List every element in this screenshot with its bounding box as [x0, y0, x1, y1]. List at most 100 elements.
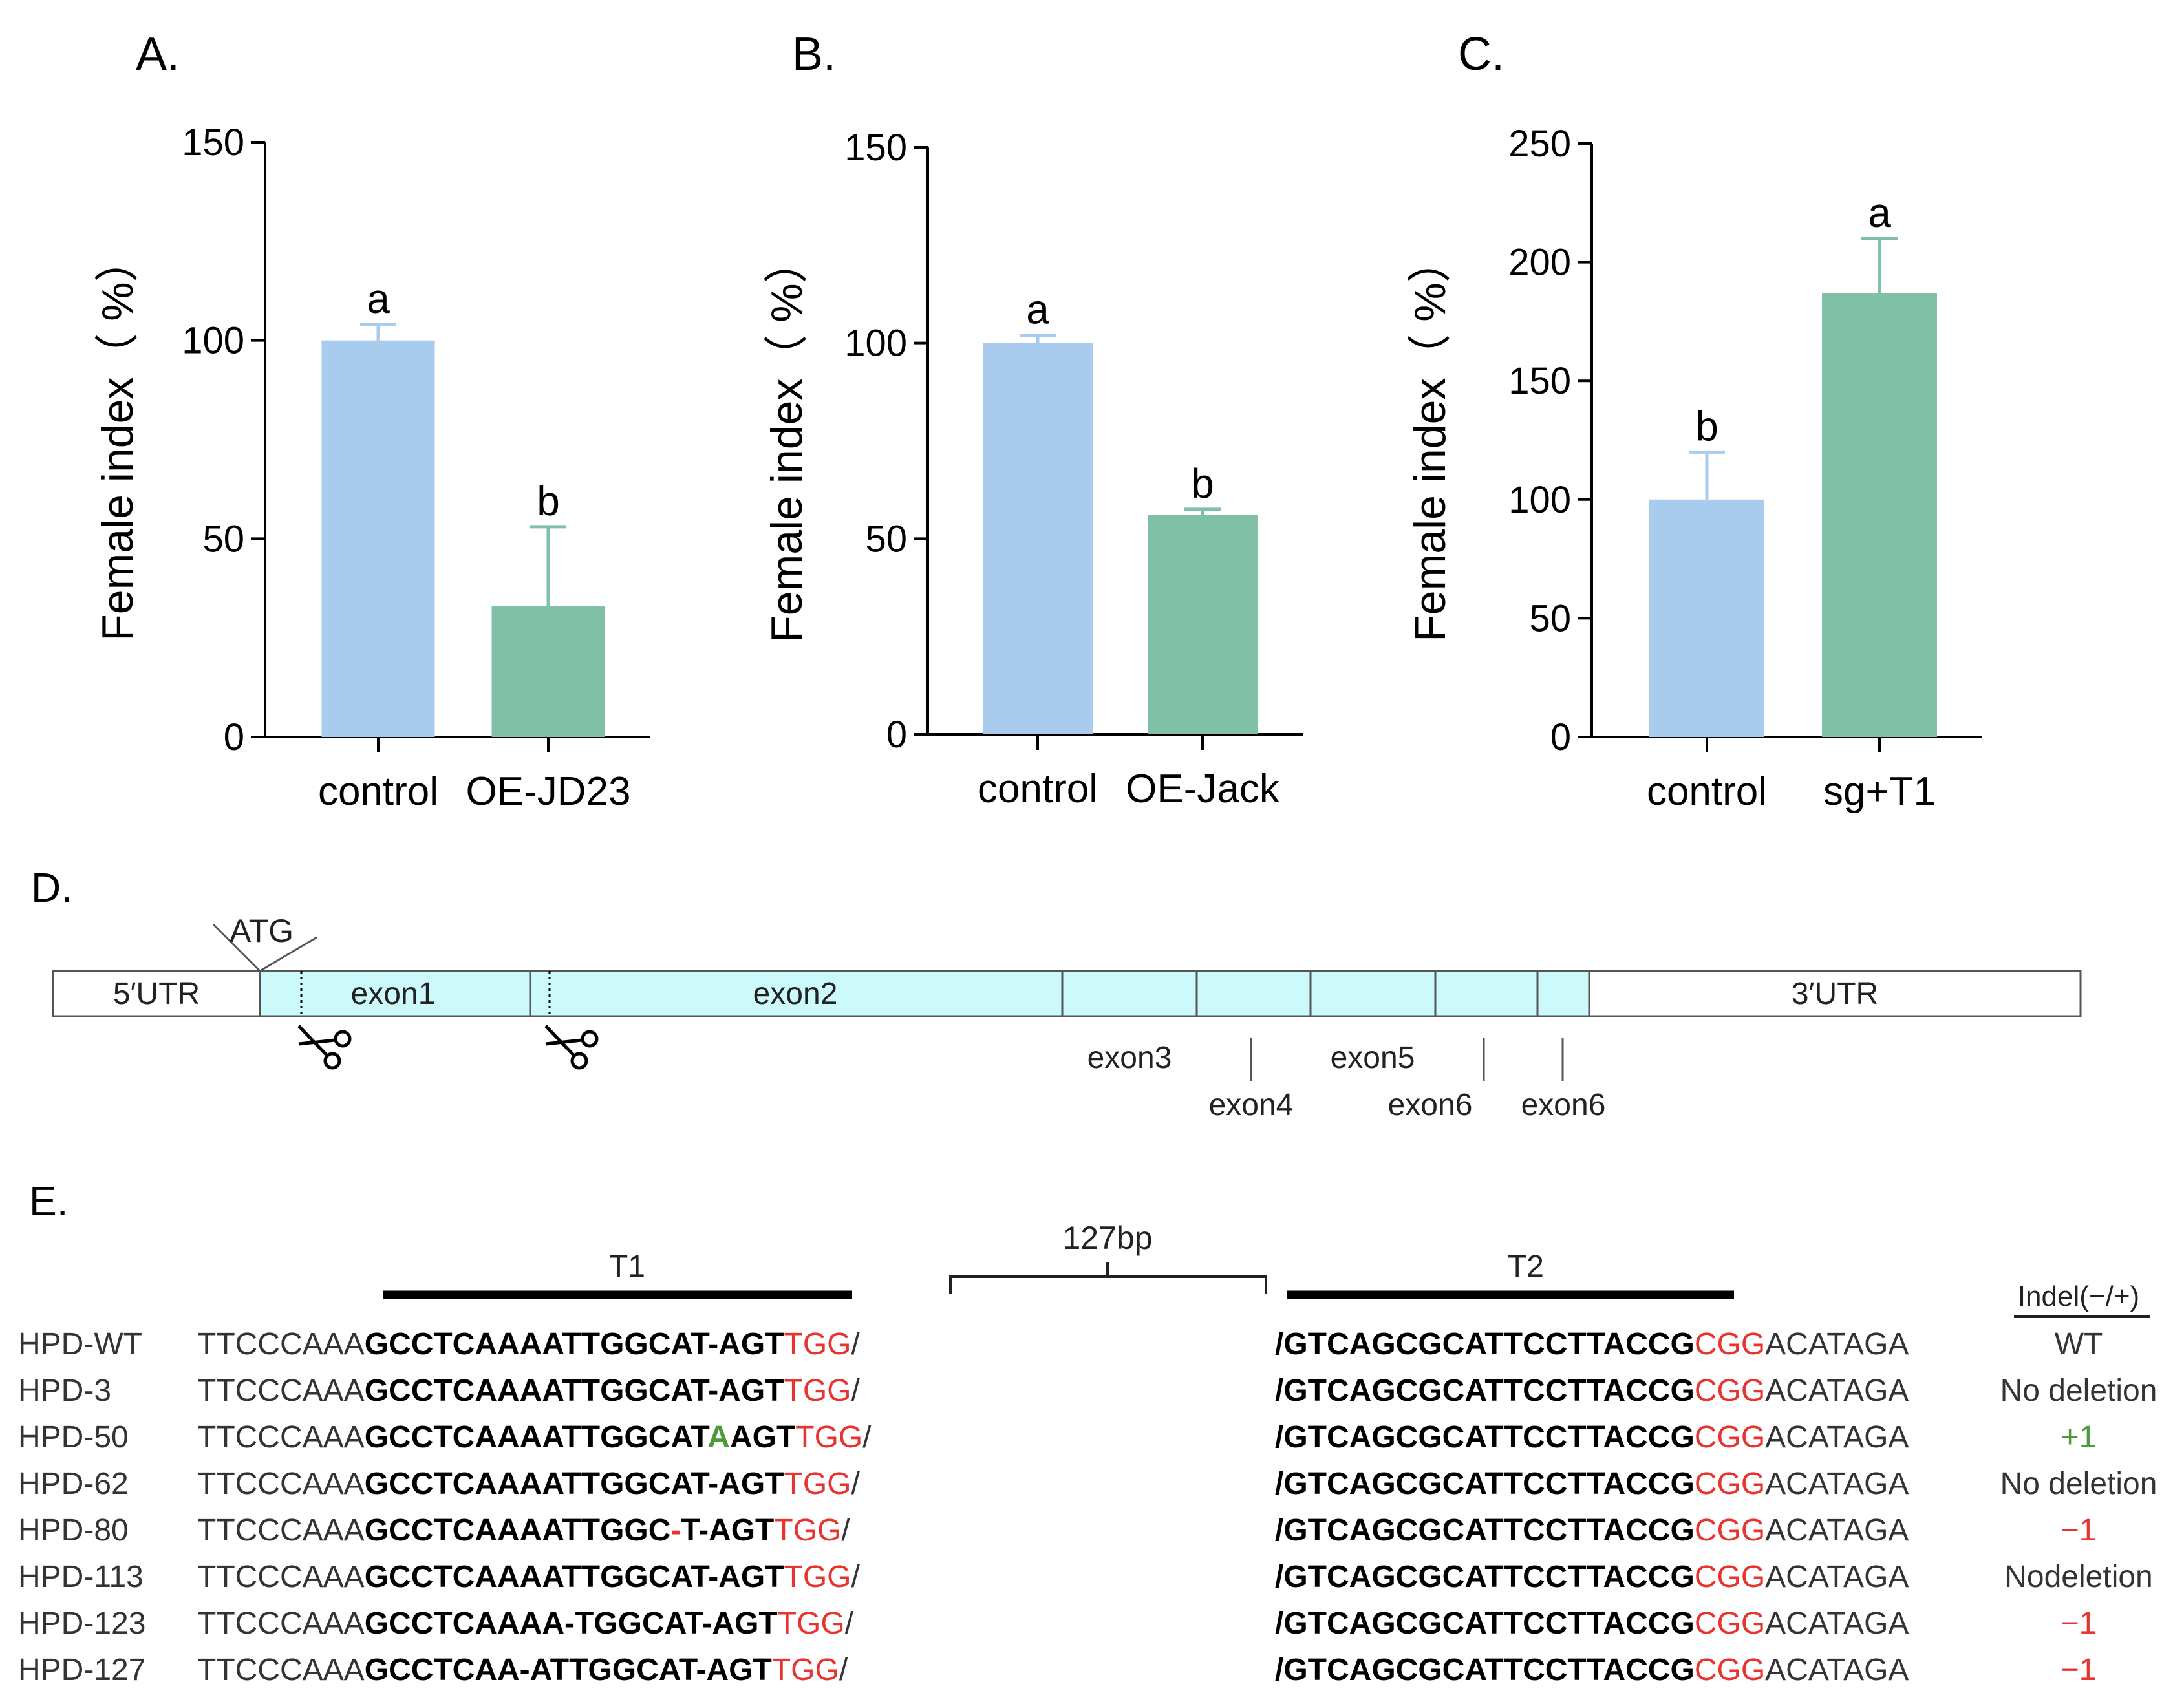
y-tick-label: 50 — [865, 518, 907, 560]
exon3-label: exon3 — [1087, 1041, 1172, 1075]
exon5-label: exon5 — [1331, 1041, 1415, 1075]
sequence-segment: CGG — [1695, 1513, 1765, 1548]
sequence-segment: GCCTCAAAATTGGCAT — [365, 1560, 710, 1594]
sequence-segment: CGG — [1695, 1467, 1765, 1501]
sequence-segment: TTCCCAAA — [197, 1653, 365, 1687]
row-name: HPD-113 — [18, 1560, 144, 1594]
sequence-segment: ACATAGA — [1765, 1653, 1909, 1687]
sequence-segment: / — [851, 1560, 861, 1594]
bar-sg+T1 — [1822, 293, 1937, 737]
sequence-segment: TGG — [795, 1420, 862, 1454]
indel-value: Nodeletion — [2004, 1560, 2153, 1594]
sequence-t1: TTCCCAAAGCCTCAAAA-TGGCAT-AGTTGG/ — [197, 1606, 854, 1641]
sequence-segment: / — [1275, 1606, 1283, 1641]
utr5-box — [52, 970, 261, 1017]
sequence-segment: TGG — [772, 1653, 839, 1687]
sequence-segment: CGG — [1695, 1560, 1765, 1594]
x-tick-label: OE-Jack — [1126, 767, 1280, 811]
sequence-segment: AGT — [718, 1327, 784, 1361]
bar-OE-Jack — [1148, 515, 1258, 734]
sequence-segment: GTCAGCGCATTCCTTACCG — [1283, 1606, 1694, 1641]
sequence-segment: TGG — [778, 1606, 845, 1641]
sequence-t2: /GTCAGCGCATTCCTTACCGCGGACATAGA — [1275, 1327, 1909, 1361]
bar-OE-JD23 — [491, 606, 605, 737]
x-tick-label: control — [318, 769, 438, 814]
utr3-label: 3′UTR — [1792, 977, 1878, 1011]
y-tick-label: 50 — [1529, 597, 1571, 639]
y-tick-label: 0 — [1550, 716, 1571, 758]
y-tick-label: 200 — [1508, 242, 1571, 284]
atg-line-left — [212, 923, 261, 972]
sequence-segment: / — [1275, 1327, 1283, 1361]
sequence-segment: TGGCAT-AGT — [575, 1606, 778, 1641]
sequence-segment: / — [862, 1420, 872, 1454]
exon6a-box — [1434, 970, 1539, 1017]
sequence-t1: TTCCCAAAGCCTCAAAATTGGCAT-AGTTGG/ — [197, 1560, 861, 1594]
sequence-segment: TGG — [784, 1374, 851, 1408]
significance-label: b — [1695, 403, 1718, 449]
t1-label: T1 — [609, 1250, 645, 1284]
indel-value: −1 — [2061, 1513, 2097, 1548]
y-axis-title: Female index（ %） — [762, 239, 811, 643]
gene-structure — [52, 923, 2082, 1081]
exon1-label: exon1 — [351, 977, 436, 1011]
sequence-segment: / — [839, 1653, 848, 1687]
sequence-segment: ACATAGA — [1765, 1420, 1909, 1454]
sequence-segment: A — [707, 1420, 730, 1454]
x-tick-label: sg+T1 — [1823, 769, 1936, 814]
sequence-segment: / — [1275, 1560, 1283, 1594]
sequence-segment: TTCCCAAA — [197, 1374, 365, 1408]
gap-brace — [949, 1262, 1267, 1294]
sequence-segment: TTCCCAAA — [197, 1420, 365, 1454]
bar-control — [983, 343, 1093, 734]
significance-label: b — [537, 478, 560, 524]
sequence-t1: TTCCCAAAGCCTCAA-ATTGGCAT-AGTTGG/ — [197, 1653, 848, 1687]
row-name: HPD-123 — [18, 1606, 145, 1641]
sequence-segment: AGT — [718, 1560, 784, 1594]
x-tick-label: control — [1647, 769, 1767, 814]
panel-label-b: B. — [792, 28, 836, 80]
row-name: HPD-WT — [18, 1327, 142, 1361]
sequence-segment: GCCTCAAAATTGGCAT — [365, 1467, 710, 1501]
sequence-segment: - — [708, 1467, 718, 1501]
significance-label: a — [367, 275, 390, 322]
sequence-segment: AGT — [718, 1374, 784, 1408]
sequence-segment: GCCTCAAAATTGGCAT — [365, 1374, 710, 1408]
sequence-segment: TGG — [784, 1467, 851, 1501]
sequence-segment: - — [520, 1653, 530, 1687]
sequence-segment: - — [670, 1513, 681, 1548]
exon4-box — [1195, 970, 1312, 1017]
scissors-icon — [297, 1025, 352, 1070]
row-name: HPD-50 — [18, 1420, 129, 1454]
sequence-segment: T-AGT — [681, 1513, 774, 1548]
sequence-t1: TTCCCAAAGCCTCAAAATTGGC-T-AGTTGG/ — [197, 1513, 850, 1548]
gap-label: 127bp — [1062, 1220, 1152, 1256]
sequence-segment: ACATAGA — [1765, 1513, 1909, 1548]
y-tick-label: 100 — [844, 323, 907, 365]
exon3-box — [1061, 970, 1198, 1017]
scissors-icon — [544, 1025, 599, 1070]
sequence-t2: /GTCAGCGCATTCCTTACCGCGGACATAGA — [1275, 1513, 1909, 1548]
exon6a-label: exon6 — [1388, 1088, 1473, 1122]
sequence-segment: TTCCCAAA — [197, 1606, 365, 1641]
exon2-box — [529, 970, 1064, 1017]
x-tick-label: OE-JD23 — [466, 769, 631, 814]
sequence-segment: CGG — [1695, 1374, 1765, 1408]
sequence-segment: GTCAGCGCATTCCTTACCG — [1283, 1467, 1694, 1501]
bar-control — [1649, 499, 1764, 737]
indel-value: No deletion — [2000, 1467, 2157, 1501]
alignment-table: HPD-WT TTCCCAAAGCCTCAAAATTGGCAT-AGTTGG//G… — [18, 1327, 2157, 1687]
panel-label-d: D. — [31, 864, 72, 911]
y-axis-title: Female index（ %） — [93, 238, 142, 641]
indel-value: −1 — [2061, 1606, 2097, 1641]
sequence-segment: / — [845, 1606, 854, 1641]
sequence-segment: ACATAGA — [1765, 1327, 1909, 1361]
indel-value: −1 — [2061, 1653, 2097, 1687]
sequence-t1: TTCCCAAAGCCTCAAAATTGGCATAAGTTGG/ — [197, 1420, 872, 1454]
significance-label: b — [1191, 460, 1214, 507]
sequence-segment: GTCAGCGCATTCCTTACCG — [1283, 1420, 1694, 1454]
panel-label-a: A. — [136, 28, 180, 80]
sequence-segment: - — [708, 1560, 718, 1594]
x-tick-label: control — [978, 767, 1098, 811]
y-axis-title: Female index（ %） — [1406, 239, 1455, 642]
